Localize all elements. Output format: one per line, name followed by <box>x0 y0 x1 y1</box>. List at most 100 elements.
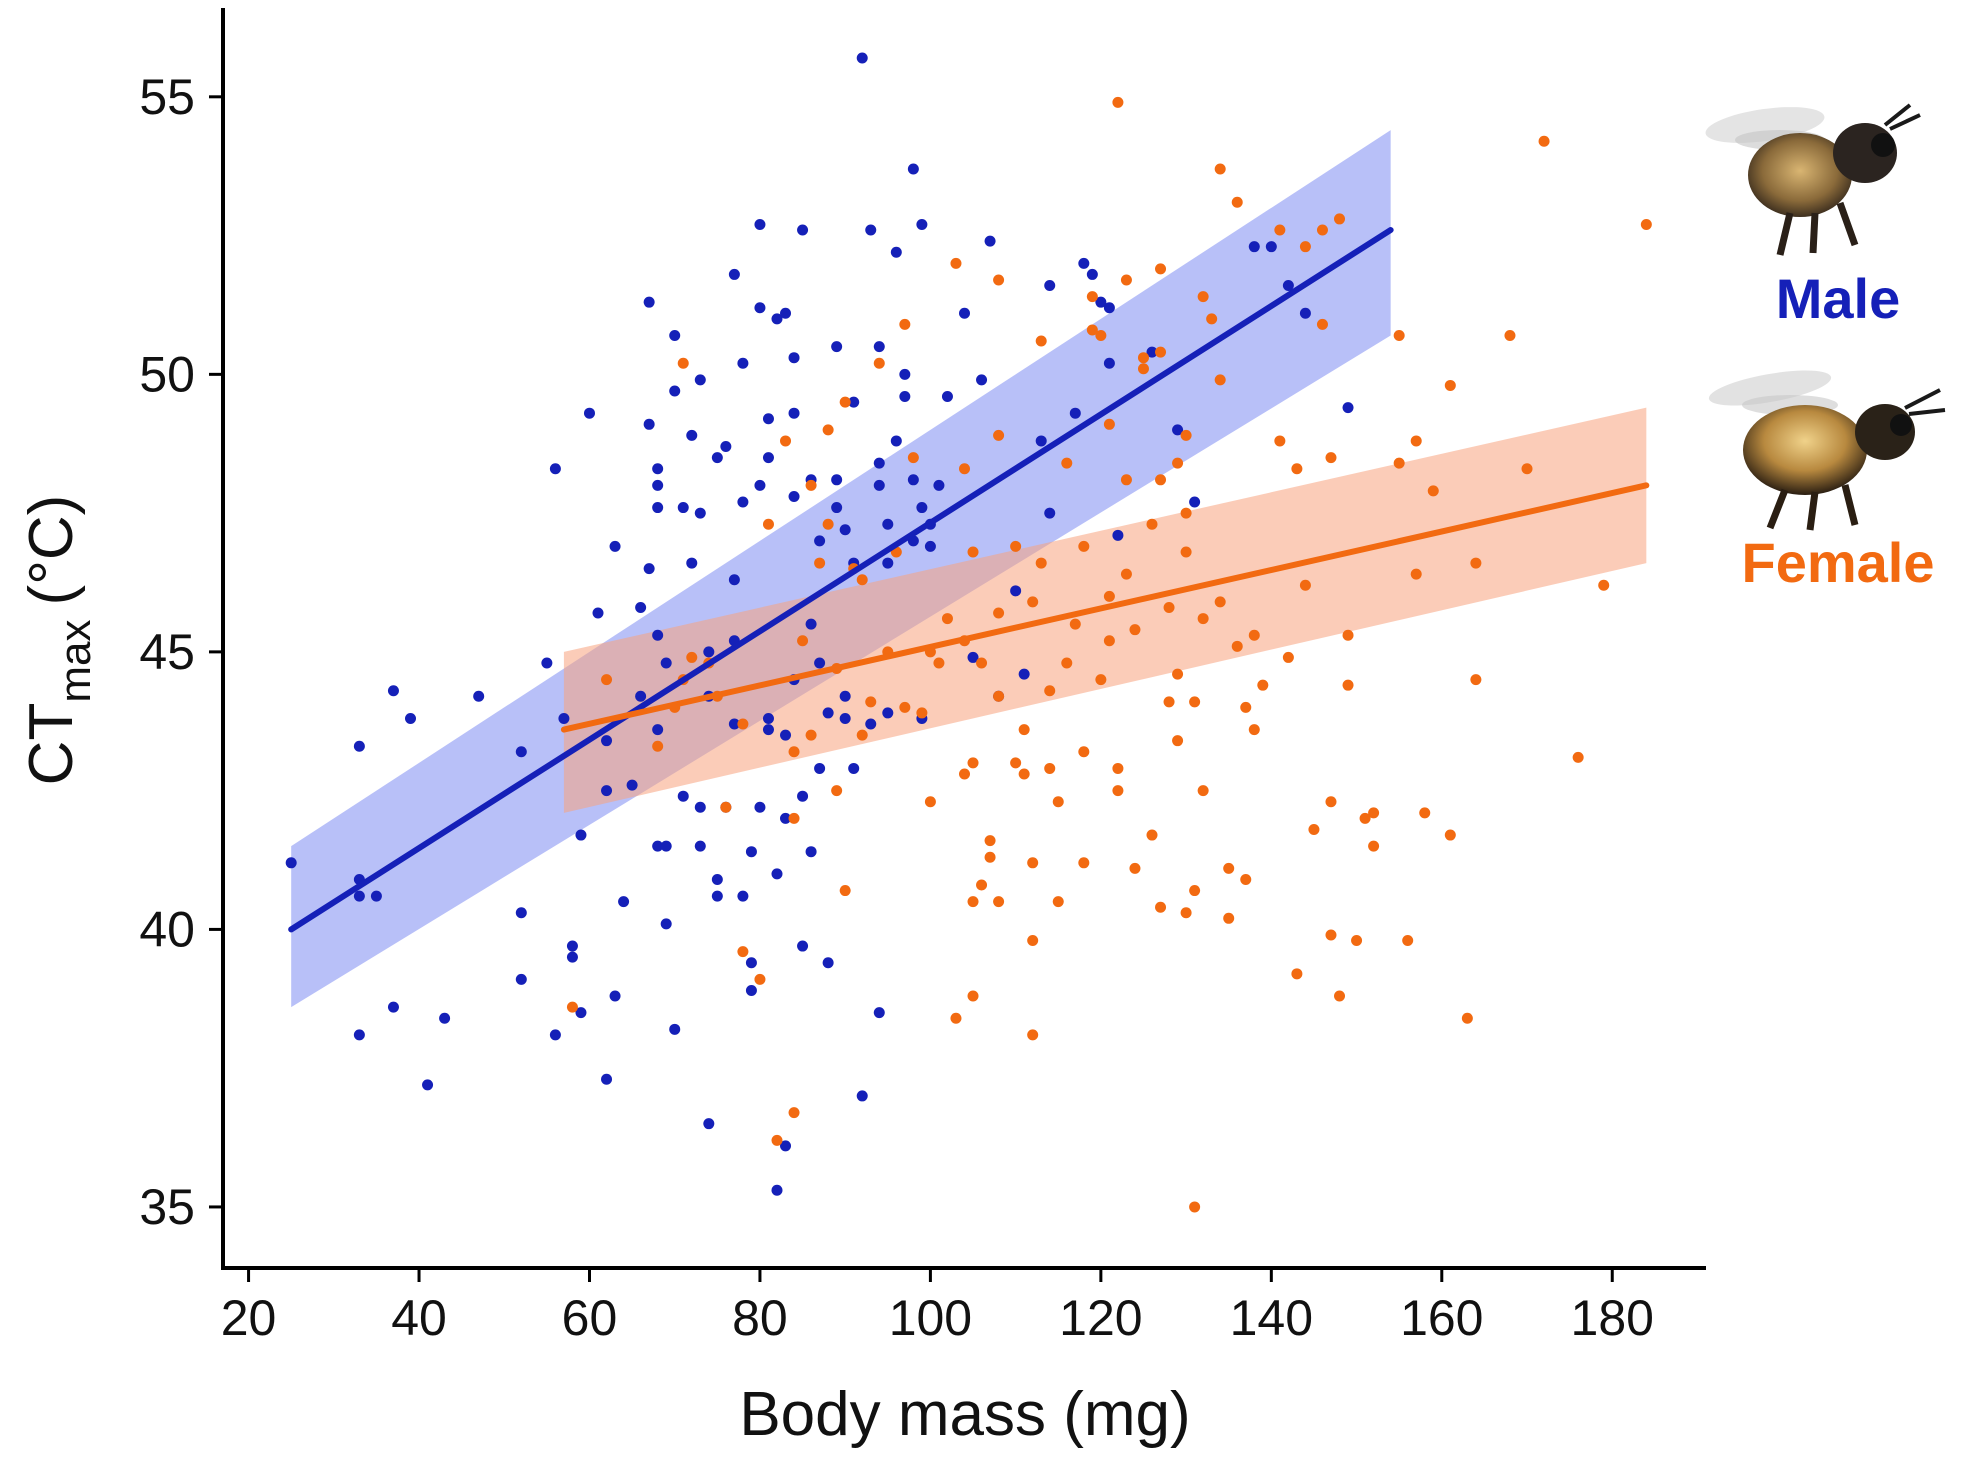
female-data-point <box>1504 329 1516 341</box>
female-data-point <box>1410 568 1422 580</box>
female-data-point <box>967 546 979 558</box>
female-data-point <box>1257 679 1269 691</box>
male-data-point <box>566 940 578 952</box>
female-data-point <box>1359 812 1371 824</box>
male-data-point <box>831 474 843 486</box>
female-data-point <box>814 557 826 569</box>
female-data-point <box>1393 329 1405 341</box>
male-data-point <box>976 374 988 386</box>
male-data-point <box>703 1118 715 1130</box>
male-data-point <box>439 1012 451 1024</box>
male-data-point <box>805 618 817 630</box>
male-data-point <box>805 846 817 858</box>
male-data-point <box>771 1184 783 1196</box>
male-data-point <box>669 385 681 397</box>
male-data-point <box>694 840 706 852</box>
male-data-point <box>967 651 979 663</box>
male-data-point <box>473 690 485 702</box>
female-data-point <box>976 657 988 669</box>
male-data-point <box>762 452 774 464</box>
male-data-point <box>686 429 698 441</box>
male-data-point <box>1282 280 1294 292</box>
male-data-point <box>549 463 561 475</box>
female-data-point <box>601 674 613 686</box>
female-data-point <box>780 435 792 447</box>
male-data-point <box>865 718 877 730</box>
male-data-point <box>780 1140 792 1152</box>
male-data-point <box>882 557 894 569</box>
female-data-point <box>737 718 749 730</box>
male-data-point <box>941 391 953 403</box>
female-data-point <box>1027 1029 1039 1041</box>
male-data-point <box>686 557 698 569</box>
male-data-point <box>737 890 749 902</box>
male-data-point <box>890 435 902 447</box>
female-data-point <box>1274 224 1286 236</box>
female-data-point <box>1206 313 1218 325</box>
female-data-point <box>797 635 809 647</box>
male-data-point <box>660 840 672 852</box>
male-data-point <box>703 646 715 658</box>
female-data-point <box>1598 579 1610 591</box>
male-data-point <box>370 890 382 902</box>
female-data-point <box>1419 807 1431 819</box>
female-data-point <box>856 729 868 741</box>
male-data-point <box>814 535 826 547</box>
male-data-point <box>711 873 723 885</box>
male-data-point <box>728 574 740 586</box>
male-data-point <box>933 479 945 491</box>
female-data-point <box>1095 674 1107 686</box>
male-data-point <box>669 329 681 341</box>
female-data-point <box>1112 762 1124 774</box>
female-data-point <box>993 896 1005 908</box>
male-data-point <box>635 690 647 702</box>
female-data-point <box>762 518 774 530</box>
male-data-point <box>601 1073 613 1085</box>
male-data-point <box>652 463 664 475</box>
female-data-point <box>1248 724 1260 736</box>
female-data-point <box>993 429 1005 441</box>
male-data-point <box>873 1007 885 1019</box>
male-data-point <box>831 341 843 353</box>
female-data-point <box>1052 796 1064 808</box>
male-data-point <box>566 951 578 963</box>
female-data-point <box>1129 624 1141 636</box>
female-data-point <box>1470 674 1482 686</box>
female-data-point <box>1044 685 1056 697</box>
y-tick-label: 50 <box>139 346 195 402</box>
male-data-point <box>856 1090 868 1102</box>
male-data-point <box>754 218 766 230</box>
female-data-point <box>1197 291 1209 303</box>
female-data-point <box>1010 757 1022 769</box>
male-data-point <box>694 507 706 519</box>
y-axis-title: CTmax (°C) <box>17 495 100 786</box>
female-data-point <box>1010 540 1022 552</box>
female-data-point <box>1018 724 1030 736</box>
female-data-point <box>1078 746 1090 758</box>
male-data-point <box>609 540 621 552</box>
female-data-point <box>1299 241 1311 253</box>
female-data-point <box>1086 324 1098 336</box>
female-data-point <box>1240 701 1252 713</box>
male-data-point <box>899 391 911 403</box>
female-data-point <box>1521 463 1533 475</box>
female-data-point <box>754 973 766 985</box>
female-data-point <box>1146 829 1158 841</box>
female-data-point <box>1052 896 1064 908</box>
male-data-point <box>873 341 885 353</box>
female-data-point <box>1470 557 1482 569</box>
female-data-point <box>1444 829 1456 841</box>
female-data-point <box>839 396 851 408</box>
male-data-point <box>353 1029 365 1041</box>
female-data-point <box>1342 679 1354 691</box>
female-data-point <box>1214 596 1226 608</box>
male-data-point <box>890 246 902 258</box>
male-data-point <box>839 690 851 702</box>
female-data-point <box>865 696 877 708</box>
female-data-point <box>1103 590 1115 602</box>
female-data-point <box>1172 668 1184 680</box>
female-data-point <box>1112 96 1124 108</box>
female-data-point <box>1044 762 1056 774</box>
male-data-point <box>1035 435 1047 447</box>
male-data-point <box>1103 357 1115 369</box>
